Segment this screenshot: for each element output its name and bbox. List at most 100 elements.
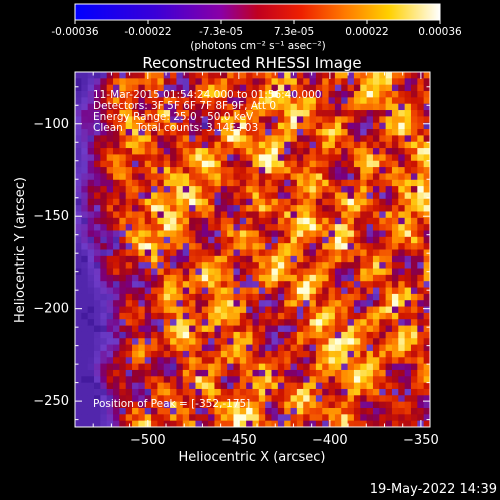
heatmap-cell — [233, 243, 241, 250]
heatmap-cell — [189, 306, 196, 314]
heatmap-cell — [132, 179, 139, 187]
heatmap-cell — [138, 243, 146, 250]
heatmap-cell — [208, 179, 215, 187]
heatmap-cell — [398, 338, 406, 345]
heatmap-cell — [227, 376, 234, 384]
heatmap-cell — [265, 287, 272, 295]
heatmap-cell — [341, 97, 348, 105]
heatmap-cell — [366, 243, 374, 250]
heatmap-cell — [353, 293, 361, 301]
heatmap-cell — [271, 236, 279, 244]
heatmap-cell — [404, 338, 412, 345]
heatmap-cell — [201, 306, 209, 314]
heatmap-cell — [385, 122, 393, 130]
heatmap-cell — [347, 388, 355, 396]
heatmap-cell — [410, 401, 418, 409]
heatmap-cell — [214, 255, 222, 263]
heatmap-cell — [391, 160, 399, 168]
heatmap-cell — [208, 205, 215, 212]
heatmap-cell — [410, 414, 418, 422]
heatmap-cell — [75, 331, 82, 339]
heatmap-cell — [201, 198, 209, 206]
heatmap-cell — [385, 382, 393, 390]
heatmap-cell — [379, 281, 387, 288]
heatmap-cell — [132, 97, 139, 105]
heatmap-cell — [277, 129, 285, 136]
heatmap-cell — [398, 230, 406, 238]
heatmap-cell — [303, 325, 310, 333]
heatmap-cell — [284, 369, 291, 377]
heatmap-cell — [423, 217, 430, 225]
heatmap-cell — [189, 382, 196, 390]
heatmap-cell — [322, 344, 329, 352]
heatmap-cell — [151, 312, 158, 320]
heatmap-cell — [417, 192, 425, 200]
heatmap-cell — [296, 420, 304, 427]
heatmap-cell — [246, 217, 253, 225]
heatmap-cell — [81, 243, 89, 250]
heatmap-cell — [195, 78, 203, 86]
heatmap-cell — [144, 205, 152, 212]
heatmap-cell — [341, 293, 348, 301]
heatmap-cell — [271, 192, 279, 200]
heatmap-cell — [341, 160, 348, 168]
heatmap-cell — [265, 211, 272, 219]
heatmap-cell — [372, 376, 380, 384]
heatmap-cell — [106, 192, 114, 200]
heatmap-cell — [303, 420, 310, 427]
heatmap-cell — [296, 205, 304, 212]
heatmap-cell — [233, 344, 241, 352]
heatmap-cell — [214, 179, 222, 187]
heatmap-cell — [309, 274, 317, 282]
heatmap-cell — [246, 230, 253, 238]
heatmap-cell — [138, 325, 146, 333]
heatmap-cell — [271, 300, 279, 307]
heatmap-cell — [284, 72, 291, 79]
heatmap-cell — [391, 268, 399, 276]
heatmap-cell — [258, 129, 266, 136]
heatmap-cell — [125, 198, 133, 206]
heatmap-cell — [144, 116, 152, 124]
heatmap-cell — [195, 84, 203, 92]
heatmap-cell — [233, 167, 241, 174]
heatmap-cell — [106, 319, 114, 326]
heatmap-cell — [258, 395, 266, 403]
heatmap-cell — [423, 141, 430, 149]
heatmap-cell — [258, 306, 266, 314]
heatmap-cell — [182, 401, 190, 409]
heatmap-cell — [176, 306, 184, 314]
heatmap-cell — [322, 236, 329, 244]
heatmap-cell — [360, 72, 368, 79]
heatmap-cell — [182, 388, 190, 396]
heatmap-cell — [398, 274, 406, 282]
heatmap-cell — [227, 262, 234, 269]
heatmap-cell — [303, 141, 310, 149]
heatmap-cell — [176, 224, 184, 231]
heatmap-cell — [391, 414, 399, 422]
heatmap-cell — [151, 154, 158, 162]
heatmap-cell — [322, 141, 329, 149]
heatmap-cell — [271, 198, 279, 206]
heatmap-cell — [170, 395, 177, 403]
heatmap-cell — [125, 357, 133, 365]
heatmap-cell — [296, 325, 304, 333]
heatmap-cell — [144, 388, 152, 396]
heatmap-cell — [106, 205, 114, 212]
heatmap-cell — [404, 192, 412, 200]
heatmap-cell — [391, 217, 399, 225]
heatmap-cell — [157, 84, 165, 92]
heatmap-cell — [138, 401, 146, 409]
heatmap-cell — [341, 369, 348, 377]
heatmap-cell — [410, 395, 418, 403]
colorbar-unit-label: (photons cm⁻² s⁻¹ asec⁻²) — [190, 40, 325, 52]
heatmap-cell — [360, 414, 368, 422]
heatmap-cell — [227, 173, 234, 181]
heatmap-cell — [113, 268, 120, 276]
heatmap-cell — [201, 382, 209, 390]
heatmap-cell — [246, 344, 253, 352]
heatmap-cell — [284, 173, 291, 181]
heatmap-cell — [182, 262, 190, 269]
heatmap-cell — [265, 274, 272, 282]
heatmap-cell — [423, 110, 430, 117]
heatmap-cell — [113, 135, 120, 143]
